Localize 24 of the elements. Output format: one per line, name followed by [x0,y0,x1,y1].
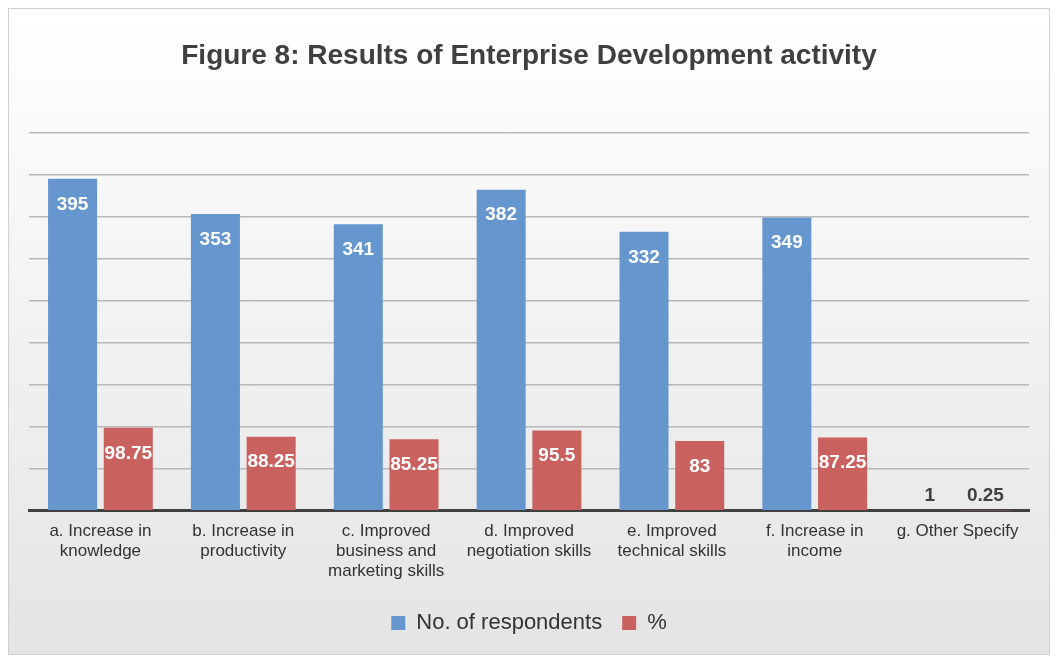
legend-label: % [647,609,667,635]
data-label: 341 [342,237,375,259]
x-tick-label: b. Increase in productivity [192,520,295,561]
data-label: 87.25 [818,451,867,473]
data-label: 98.75 [104,441,153,463]
data-label: 85.25 [390,452,439,474]
x-tick-label: f. Increase in income [766,520,864,561]
data-label: 382 [485,203,517,225]
data-label: 332 [628,245,660,267]
x-tick-label: d. Improved negotiation skills [466,520,592,561]
data-label: 1 [924,483,936,505]
data-label: 353 [199,227,232,249]
x-tick-label: g. Other Specify [896,520,1020,540]
data-label: 349 [771,231,803,253]
x-tick-label: c. Improved business and marketing skills [328,520,445,581]
chart-title: Figure 8: Results of Enterprise Development activity [181,38,878,70]
data-label: 0.25 [966,484,1005,506]
data-label: 88.25 [247,450,296,472]
data-label: 395 [56,192,89,214]
data-label: 83 [689,454,711,476]
data-label: 95.5 [538,444,576,466]
x-tick-label: a. Increase in knowledge [49,520,152,561]
legend-label: No. of respondents [416,609,603,635]
x-tick-label: e. Improved technical skills [617,520,727,561]
